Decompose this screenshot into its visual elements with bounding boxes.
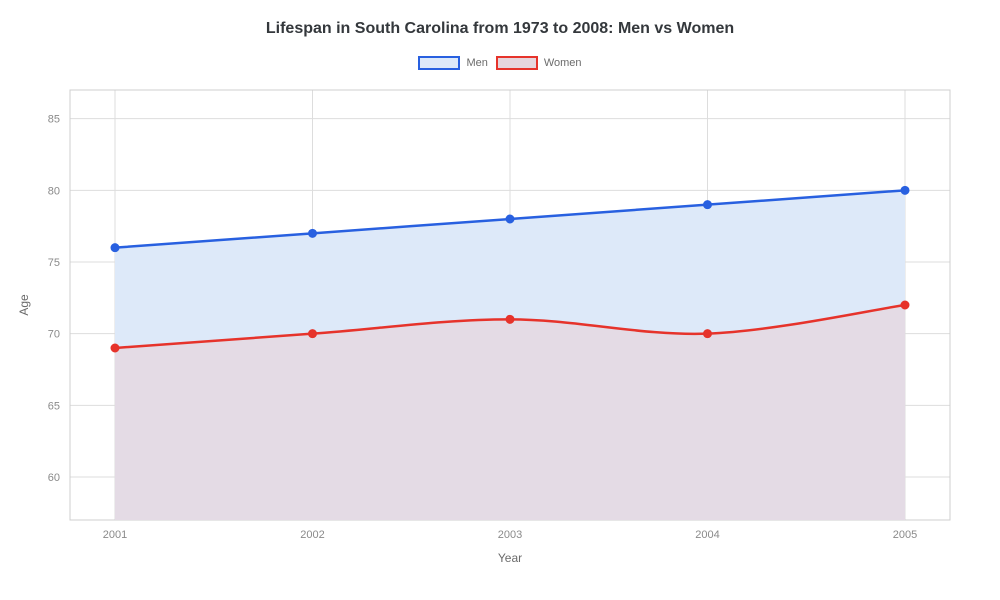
x-tick-label: 2001: [103, 529, 127, 541]
legend-item-women: Women: [496, 56, 582, 70]
x-tick-label: 2003: [498, 529, 522, 541]
x-tick-label: 2002: [300, 529, 324, 541]
legend-label-men: Men: [466, 57, 487, 69]
y-tick-label: 65: [48, 400, 60, 412]
data-point-women: [506, 315, 514, 323]
chart-title: Lifespan in South Carolina from 1973 to …: [0, 0, 1000, 38]
y-tick-label: 60: [48, 472, 60, 484]
x-tick-label: 2005: [893, 529, 917, 541]
legend-item-men: Men: [418, 56, 487, 70]
chart-container: Lifespan in South Carolina from 1973 to …: [0, 0, 1000, 600]
legend-swatch-men: [418, 56, 460, 70]
data-point-men: [704, 201, 712, 209]
data-point-women: [901, 301, 909, 309]
y-tick-label: 80: [48, 185, 60, 197]
legend-swatch-women: [496, 56, 538, 70]
y-axis-label: Age: [17, 294, 31, 316]
x-axis-label: Year: [498, 551, 522, 565]
data-point-women: [309, 330, 317, 338]
y-tick-label: 85: [48, 114, 60, 126]
plot-svg: 60657075808520012002200320042005YearAge: [70, 90, 950, 520]
plot-area: 60657075808520012002200320042005YearAge: [70, 90, 950, 520]
data-point-men: [901, 186, 909, 194]
data-point-women: [704, 330, 712, 338]
data-point-men: [506, 215, 514, 223]
data-point-men: [309, 229, 317, 237]
legend-label-women: Women: [544, 57, 582, 69]
x-tick-label: 2004: [695, 529, 719, 541]
data-point-women: [111, 344, 119, 352]
legend: Men Women: [0, 56, 1000, 70]
y-tick-label: 70: [48, 329, 60, 341]
y-tick-label: 75: [48, 257, 60, 269]
data-point-men: [111, 244, 119, 252]
